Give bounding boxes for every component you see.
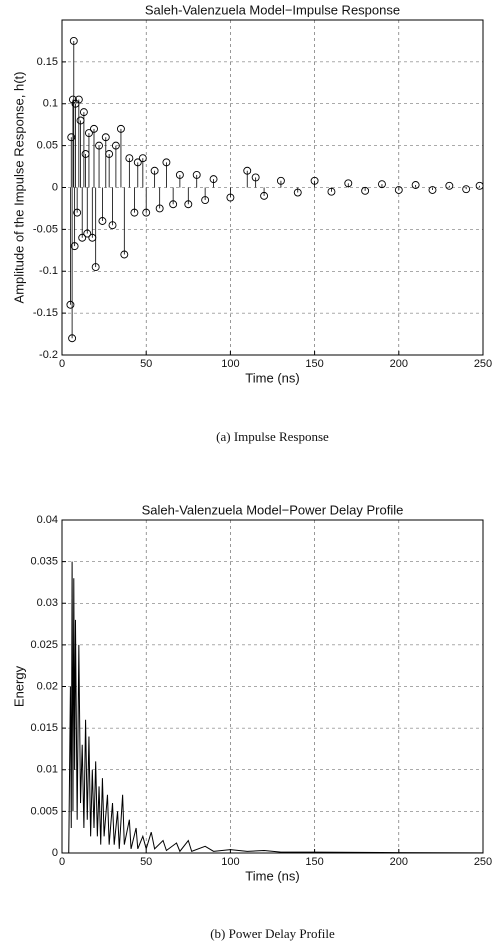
y-tick-label: -0.05 <box>33 223 58 235</box>
y-tick-label: -0.2 <box>39 349 58 361</box>
stem-marker <box>361 186 370 195</box>
stem-marker <box>101 133 110 142</box>
stem-marker <box>130 208 139 217</box>
stem-marker <box>125 154 134 163</box>
stem-marker <box>378 180 386 189</box>
stem-marker <box>344 179 353 188</box>
stem-marker <box>169 200 178 209</box>
y-tick-label: 0.03 <box>37 597 58 609</box>
y-tick-label: 0.005 <box>30 805 58 817</box>
x-tick-label: 150 <box>305 856 323 868</box>
stem-marker <box>105 150 114 158</box>
y-tick-label: 0.01 <box>37 764 58 776</box>
stem-marker <box>70 242 79 251</box>
stem-marker <box>73 208 82 217</box>
stem-marker <box>116 124 125 133</box>
stem-marker <box>68 334 77 343</box>
y-tick-label: 0.15 <box>37 56 58 68</box>
stem-marker <box>120 250 129 259</box>
chart-title: Saleh-Valenzuela Model−Power Delay Profi… <box>142 502 404 517</box>
x-tick-label: 100 <box>221 358 239 370</box>
stem-marker <box>209 175 218 184</box>
stem-marker <box>243 166 252 175</box>
plot-frame <box>61 519 484 854</box>
x-tick-label: 0 <box>59 856 65 868</box>
y-tick-label: 0.015 <box>30 722 58 734</box>
y-tick-label: -0.15 <box>33 307 58 319</box>
data-line <box>62 561 484 854</box>
stem-marker <box>74 95 83 104</box>
stem-marker <box>162 158 171 167</box>
x-axis-label: Time (ns) <box>245 370 299 385</box>
stem-marker <box>150 166 159 175</box>
plot-frame <box>61 19 484 356</box>
x-tick-label: 50 <box>140 358 152 370</box>
stem-marker <box>226 193 235 202</box>
y-tick-label: -0.1 <box>39 265 58 277</box>
stem-marker <box>142 208 151 217</box>
y-axis-label: Amplitude of the Impulse Response, h(t) <box>11 72 26 304</box>
x-tick-label: 50 <box>140 856 152 868</box>
x-tick-label: 200 <box>390 358 408 370</box>
stem-marker <box>155 204 164 213</box>
stem-marker <box>462 185 471 194</box>
stem-marker <box>175 170 184 179</box>
x-tick-label: 150 <box>305 358 323 370</box>
stem-marker <box>91 263 100 272</box>
y-tick-label: 0.05 <box>37 140 58 152</box>
x-tick-label: 0 <box>59 358 65 370</box>
stem-marker <box>201 196 210 205</box>
stem-marker <box>133 158 142 167</box>
stem-marker <box>84 129 93 138</box>
stem-marker <box>66 300 75 309</box>
x-tick-label: 200 <box>390 856 408 868</box>
stem-marker <box>394 186 403 194</box>
x-tick-label: 100 <box>221 856 239 868</box>
stem-marker <box>98 217 107 225</box>
stem-marker <box>95 141 103 150</box>
stem-marker <box>68 95 77 104</box>
caption: (b) Power Delay Profile <box>210 926 335 941</box>
y-tick-label: 0.035 <box>30 556 58 568</box>
y-tick-label: 0 <box>52 847 58 859</box>
chart: -0.2 -0.15 -0.1 -0.05 0 0.05 0.1 0.15 0 50 100 150 2… <box>11 2 492 444</box>
stem-marker <box>108 221 117 230</box>
stem-marker <box>67 133 76 142</box>
chart-title: Saleh-Valenzuela Model−Impulse Response <box>145 2 400 17</box>
y-tick-label: 0.02 <box>37 680 58 692</box>
stem-marker <box>310 176 319 185</box>
y-tick-label: 0.04 <box>37 514 58 526</box>
stem-marker <box>69 36 78 45</box>
stem-marker <box>251 173 260 182</box>
y-tick-label: 0.025 <box>30 639 58 651</box>
x-axis-label: Time (ns) <box>245 868 299 883</box>
chart: 0 0.005 0.01 0.015 0.02 0.025 0.03 0.035 0.04 0 50… <box>11 502 492 941</box>
stem-marker <box>260 191 269 200</box>
stem-marker <box>327 187 336 196</box>
y-axis-label: Energy <box>11 665 26 707</box>
stem-marker <box>90 124 98 133</box>
stem-marker <box>138 154 147 163</box>
stem-marker <box>276 176 285 185</box>
stem-marker <box>184 200 193 209</box>
y-tick-label: 0.1 <box>43 98 58 110</box>
y-tick-label: 0 <box>52 181 58 193</box>
stem-marker <box>79 108 88 117</box>
stem-marker <box>83 229 92 238</box>
stem-marker <box>428 186 437 194</box>
stem-marker <box>111 141 120 150</box>
stem-marker <box>192 170 201 179</box>
x-tick-label: 250 <box>474 358 492 370</box>
stem-marker <box>293 188 302 197</box>
stem-marker <box>411 181 420 189</box>
stem-marker <box>445 181 454 190</box>
stem-marker <box>78 233 87 242</box>
x-tick-label: 250 <box>474 856 492 868</box>
caption: (a) Impulse Response <box>216 429 329 444</box>
